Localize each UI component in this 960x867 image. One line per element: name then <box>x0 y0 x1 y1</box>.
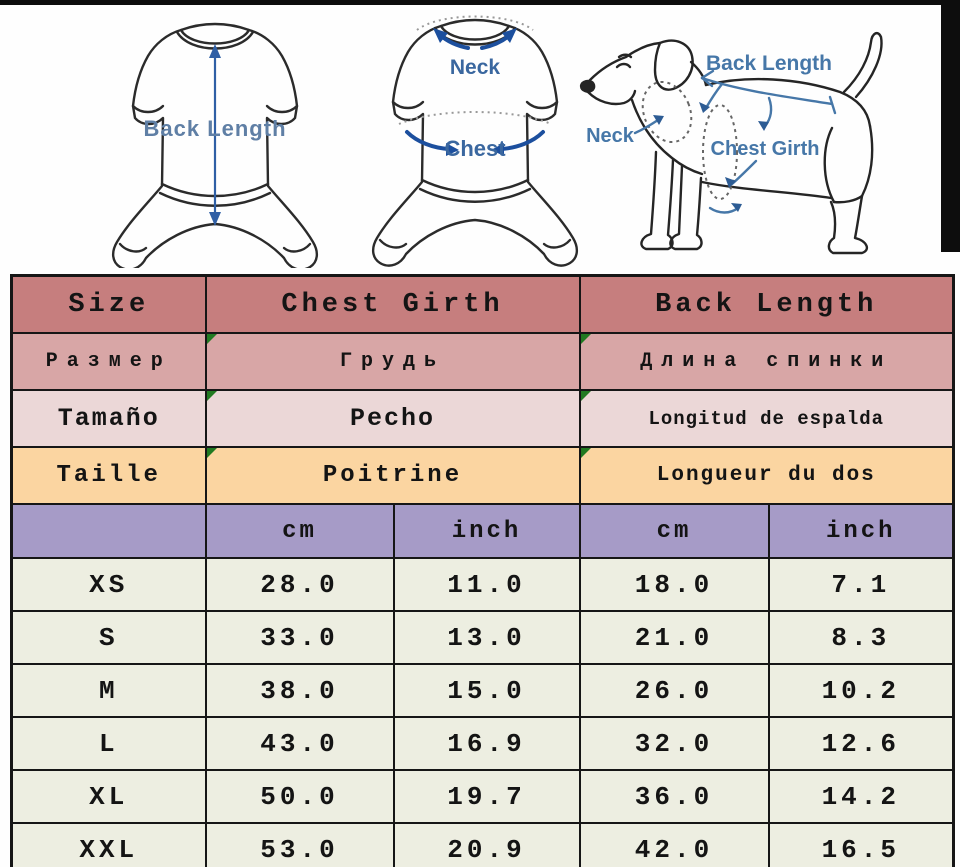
chest-inch-cell: 13.0 <box>392 610 581 665</box>
header-chest-en: Chest Girth <box>204 274 581 334</box>
front-back-length-label: Back Length <box>143 116 286 141</box>
header-chest-ru: Грудь <box>204 332 581 391</box>
units-back-cm: cm <box>578 503 770 559</box>
back-cm-cell: 36.0 <box>578 769 770 824</box>
chest-cm-cell: 38.0 <box>204 663 395 718</box>
header-size-fr: Taille <box>10 446 207 505</box>
dog-diagram: Back Length Neck Chest Girth <box>572 12 944 262</box>
header-row-ru: Размер Грудь Длина спинки <box>10 332 955 391</box>
header-row-es: Tamaño Pecho Longitud de espalda <box>10 389 955 448</box>
header-back-es: Longitud de espalda <box>578 389 955 448</box>
header-row-en: Size Chest Girth Back Length <box>10 274 955 334</box>
back-cm-cell: 18.0 <box>578 557 770 612</box>
size-cell: XL <box>10 769 207 824</box>
header-back-ru: Длина спинки <box>578 332 955 391</box>
top-neck-label: Neck <box>450 56 501 79</box>
size-row-xxl: XXL 53.0 20.9 42.0 16.5 <box>10 822 955 867</box>
units-row: cm inch cm inch <box>10 503 955 559</box>
chest-cm-cell: 43.0 <box>204 716 395 771</box>
back-inch-cell: 16.5 <box>767 822 955 867</box>
header-back-fr: Longueur du dos <box>578 446 955 505</box>
size-cell: XS <box>10 557 207 612</box>
back-cm-cell: 26.0 <box>578 663 770 718</box>
header-back-en: Back Length <box>578 274 955 334</box>
back-inch-cell: 8.3 <box>767 610 955 665</box>
header-row-fr: Taille Poitrine Longueur du dos <box>10 446 955 505</box>
size-row-s: S 33.0 13.0 21.0 8.3 <box>10 610 955 665</box>
units-back-inch: inch <box>767 503 955 559</box>
units-chest-inch: inch <box>392 503 581 559</box>
chest-cm-cell: 50.0 <box>204 769 395 824</box>
back-inch-cell: 12.6 <box>767 716 955 771</box>
size-row-xs: XS 28.0 11.0 18.0 7.1 <box>10 557 955 612</box>
back-inch-cell: 7.1 <box>767 557 955 612</box>
top-frame-bar <box>0 0 960 5</box>
right-frame-bar <box>941 0 960 252</box>
chest-cm-cell: 33.0 <box>204 610 395 665</box>
chest-cm-cell: 28.0 <box>204 557 395 612</box>
size-cell: XXL <box>10 822 207 867</box>
header-chest-es: Pecho <box>204 389 581 448</box>
back-inch-cell: 14.2 <box>767 769 955 824</box>
back-cm-cell: 42.0 <box>578 822 770 867</box>
dog-neck-label: Neck <box>586 125 635 147</box>
back-cm-cell: 32.0 <box>578 716 770 771</box>
size-cell: L <box>10 716 207 771</box>
chest-inch-cell: 20.9 <box>392 822 581 867</box>
header-size-es: Tamaño <box>10 389 207 448</box>
chest-inch-cell: 19.7 <box>392 769 581 824</box>
header-size-ru: Размер <box>10 332 207 391</box>
header-chest-fr: Poitrine <box>204 446 581 505</box>
back-inch-cell: 10.2 <box>767 663 955 718</box>
top-chest-label: Chest <box>444 136 506 161</box>
header-size-en: Size <box>10 274 207 334</box>
front-suit-diagram: Back Length <box>95 16 335 268</box>
size-row-xl: XL 50.0 19.7 36.0 14.2 <box>10 769 955 824</box>
size-cell: S <box>10 610 207 665</box>
chest-inch-cell: 11.0 <box>392 557 581 612</box>
units-chest-cm: cm <box>204 503 395 559</box>
back-cm-cell: 21.0 <box>578 610 770 665</box>
chest-inch-cell: 16.9 <box>392 716 581 771</box>
size-cell: M <box>10 663 207 718</box>
size-table: Size Chest Girth Back Length Размер Груд… <box>10 274 956 867</box>
dog-chest-girth-label: Chest Girth <box>711 138 820 160</box>
chest-inch-cell: 15.0 <box>392 663 581 718</box>
back-suit-diagram: Neck Chest <box>355 4 595 268</box>
size-row-m: M 38.0 15.0 26.0 10.2 <box>10 663 955 718</box>
size-row-l: L 43.0 16.9 32.0 12.6 <box>10 716 955 771</box>
units-empty-cell <box>10 503 207 559</box>
chest-cm-cell: 53.0 <box>204 822 395 867</box>
dog-back-length-label: Back Length <box>706 52 832 75</box>
